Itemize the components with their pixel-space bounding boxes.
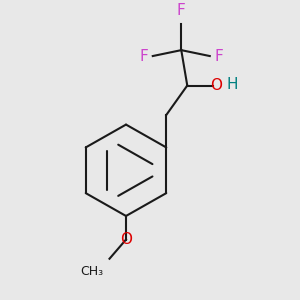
Text: O: O — [120, 232, 132, 247]
Text: F: F — [177, 3, 186, 18]
Text: O: O — [210, 78, 222, 93]
Text: F: F — [214, 49, 223, 64]
Text: CH₃: CH₃ — [80, 265, 104, 278]
Text: F: F — [140, 49, 148, 64]
Text: H: H — [226, 76, 238, 92]
